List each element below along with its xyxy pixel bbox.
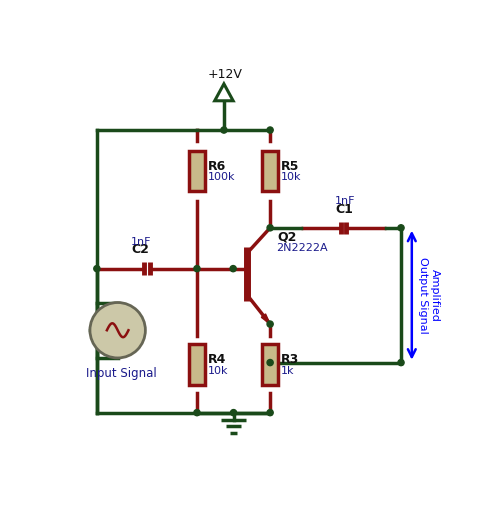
Circle shape [398,360,404,366]
Circle shape [230,409,237,416]
Text: R5: R5 [281,160,299,173]
Text: R6: R6 [208,160,226,173]
Circle shape [94,266,100,272]
Circle shape [194,409,200,416]
Bar [263,345,278,385]
Text: R4: R4 [208,353,226,366]
Circle shape [267,127,273,133]
Circle shape [221,127,227,133]
Text: +12V: +12V [208,68,243,81]
Circle shape [194,266,200,272]
Circle shape [267,321,273,327]
Text: Input Signal: Input Signal [86,367,157,380]
Text: R3: R3 [281,353,299,366]
Polygon shape [262,314,270,324]
Text: 1k: 1k [281,366,294,376]
Circle shape [267,409,273,416]
Polygon shape [215,84,233,101]
Circle shape [267,225,273,231]
Circle shape [398,225,404,231]
Text: 2N2222A: 2N2222A [276,243,328,253]
Bar [263,151,278,191]
Bar [189,345,204,385]
Text: 100k: 100k [208,172,235,182]
Circle shape [230,266,236,272]
Circle shape [90,303,145,358]
Circle shape [267,360,273,366]
Text: Q2: Q2 [278,230,297,243]
Bar [189,151,204,191]
Text: C1: C1 [336,202,354,215]
Text: Amplified
Output Signal: Amplified Output Signal [418,257,440,334]
Text: 10k: 10k [208,366,228,376]
Text: 1nF: 1nF [130,237,151,247]
Text: C2: C2 [132,243,150,256]
Text: 10k: 10k [281,172,302,182]
Text: 1nF: 1nF [335,196,355,206]
